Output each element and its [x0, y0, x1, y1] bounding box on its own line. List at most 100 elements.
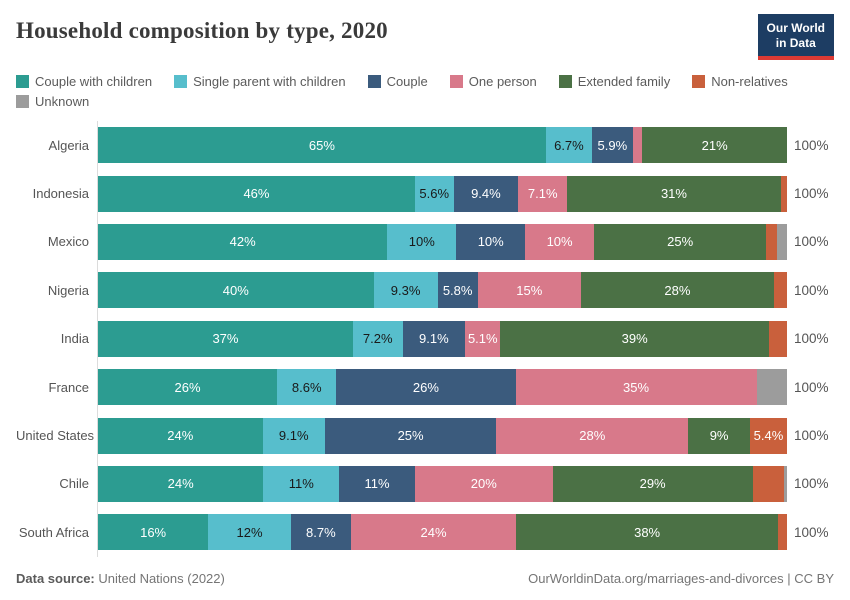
- bar-segment-couple-with-children[interactable]: 46%: [98, 175, 415, 212]
- bar-segment-single-parent-with-children[interactable]: 12%: [208, 514, 291, 551]
- legend-item-unknown[interactable]: Unknown: [16, 94, 89, 109]
- row-total-label: 100%: [794, 476, 829, 492]
- bar-segment-non-relatives[interactable]: 5.4%: [749, 417, 787, 454]
- row-total-label: 100%: [794, 331, 829, 347]
- bar-segment-unknown[interactable]: [776, 223, 787, 260]
- bar-segment-non-relatives[interactable]: [752, 465, 784, 502]
- bar-segment-extended-family[interactable]: 31%: [567, 175, 781, 212]
- legend-swatch-icon: [449, 75, 463, 88]
- bar-segment-one-person[interactable]: 7.1%: [518, 175, 568, 212]
- bar-area: 37% 7.2% 9.1% 5.1% 39% 100%: [97, 314, 834, 363]
- footer: Data source: United Nations (2022) OurWo…: [16, 571, 834, 586]
- bar-segment-one-person[interactable]: 10%: [525, 223, 595, 260]
- bar-segment-non-relatives[interactable]: [773, 272, 787, 309]
- legend-item-single-parent-with-children[interactable]: Single parent with children: [174, 74, 346, 89]
- citation-link[interactable]: OurWorldinData.org/marriages-and-divorce…: [528, 571, 834, 586]
- legend-item-couple[interactable]: Couple: [367, 74, 428, 89]
- country-label: Algeria: [48, 137, 89, 153]
- owid-logo[interactable]: Our World in Data: [757, 14, 834, 60]
- country-label: United States: [16, 428, 95, 444]
- header: Household composition by type, 2020 Our …: [16, 14, 834, 60]
- bar-segment-couple[interactable]: 9.1%: [402, 320, 466, 357]
- owid-logo-line1: Our World: [766, 21, 825, 35]
- bar-segment-couple[interactable]: 11%: [339, 465, 415, 502]
- bar-segment-couple-with-children[interactable]: 37%: [98, 320, 353, 357]
- bar-segment-unknown[interactable]: [756, 369, 787, 406]
- bar-segment-single-parent-with-children[interactable]: 11%: [263, 465, 340, 502]
- bar-segment-couple[interactable]: 5.9%: [592, 127, 633, 164]
- owid-logo-line2: in Data: [775, 36, 816, 50]
- row-total-label: 100%: [794, 137, 829, 153]
- stacked-bar: 65% 6.7% 5.9% 21%: [98, 127, 787, 164]
- bar-segment-unknown[interactable]: [783, 465, 787, 502]
- bar-segment-couple[interactable]: 25%: [324, 417, 497, 454]
- bar-segment-one-person[interactable]: 20%: [414, 465, 553, 502]
- legend-label: Couple: [386, 74, 428, 89]
- row-total-label: 100%: [794, 282, 829, 298]
- bar-row-united-states: United States 24% 9.1% 25% 28% 9% 5.4% 100%: [16, 411, 834, 460]
- bar-segment-couple-with-children[interactable]: 16%: [98, 514, 209, 551]
- bar-segment-extended-family[interactable]: 25%: [594, 223, 767, 260]
- bar-segment-extended-family[interactable]: 9%: [688, 417, 750, 454]
- bar-segment-single-parent-with-children[interactable]: 10%: [387, 223, 457, 260]
- bar-segment-extended-family[interactable]: 39%: [500, 320, 770, 357]
- bar-segment-single-parent-with-children[interactable]: 8.6%: [277, 369, 337, 406]
- bar-segment-couple[interactable]: 10%: [456, 223, 526, 260]
- legend-swatch-icon: [692, 75, 706, 88]
- bar-segment-couple-with-children[interactable]: 40%: [98, 272, 374, 309]
- legend-item-non-relatives[interactable]: Non-relatives: [692, 74, 788, 89]
- legend-swatch-icon: [367, 75, 381, 88]
- bar-row-indonesia: Indonesia 46% 5.6% 9.4% 7.1% 31% 100%: [16, 169, 834, 218]
- stacked-bar: 16% 12% 8.7% 24% 38%: [98, 514, 787, 551]
- bar-segment-one-person[interactable]: 35%: [515, 369, 757, 406]
- legend-swatch-icon: [174, 75, 188, 88]
- bar-segment-couple-with-children[interactable]: 26%: [98, 369, 278, 406]
- country-label: South Africa: [18, 524, 89, 540]
- bar-segment-couple-with-children[interactable]: 42%: [98, 223, 388, 260]
- legend-item-couple-with-children[interactable]: Couple with children: [16, 74, 152, 89]
- bar-segment-non-relatives[interactable]: [778, 514, 787, 551]
- legend-item-extended-family[interactable]: Extended family: [558, 74, 670, 89]
- bar-segment-extended-family[interactable]: 38%: [516, 514, 779, 551]
- legend-label: Couple with children: [35, 74, 153, 89]
- bar-segment-extended-family[interactable]: 21%: [642, 127, 787, 164]
- bar-segment-couple-with-children[interactable]: 65%: [98, 127, 546, 164]
- bar-segment-extended-family[interactable]: 28%: [580, 272, 774, 309]
- bar-segment-couple-with-children[interactable]: 24%: [98, 417, 263, 454]
- legend-label: One person: [468, 74, 537, 89]
- bar-area: 40% 9.3% 5.8% 15% 28% 100%: [97, 266, 834, 315]
- bar-segment-couple-with-children[interactable]: 24%: [98, 465, 264, 502]
- bar-segment-one-person[interactable]: 24%: [350, 514, 517, 551]
- bar-segment-non-relatives[interactable]: [766, 223, 777, 260]
- bar-segment-single-parent-with-children[interactable]: 5.6%: [414, 175, 454, 212]
- bar-segment-single-parent-with-children[interactable]: 7.2%: [352, 320, 403, 357]
- stacked-bar: 24% 11% 11% 20% 29%: [98, 465, 787, 502]
- bar-row-algeria: Algeria 65% 6.7% 5.9% 21% 100%: [16, 121, 834, 170]
- bar-row-mexico: Mexico 42% 10% 10% 10% 25% 100%: [16, 217, 834, 267]
- bar-segment-single-parent-with-children[interactable]: 9.3%: [373, 272, 438, 309]
- bar-area: 46% 5.6% 9.4% 7.1% 31% 100%: [97, 169, 834, 218]
- row-total-label: 100%: [794, 234, 829, 250]
- bar-segment-couple[interactable]: 8.7%: [290, 514, 351, 551]
- bar-segment-couple[interactable]: 5.8%: [437, 272, 478, 309]
- data-source-note: Data source: United Nations (2022): [16, 571, 225, 586]
- bar-row-nigeria: Nigeria 40% 9.3% 5.8% 15% 28% 100%: [16, 266, 834, 315]
- bar-segment-non-relatives[interactable]: [769, 320, 787, 357]
- bar-segment-couple[interactable]: 9.4%: [453, 175, 519, 212]
- bar-segment-single-parent-with-children[interactable]: 6.7%: [545, 127, 592, 164]
- bar-segment-couple[interactable]: 26%: [336, 369, 516, 406]
- bar-segment-single-parent-with-children[interactable]: 9.1%: [262, 417, 325, 454]
- stacked-bar: 40% 9.3% 5.8% 15% 28%: [98, 272, 787, 309]
- bar-segment-extended-family[interactable]: 29%: [552, 465, 753, 502]
- bar-segment-one-person[interactable]: 28%: [496, 417, 689, 454]
- row-total-label: 100%: [794, 524, 829, 540]
- country-label: India: [60, 331, 89, 347]
- legend-label: Unknown: [35, 94, 90, 109]
- country-label: Mexico: [47, 234, 89, 250]
- bar-segment-non-relatives[interactable]: [780, 175, 787, 212]
- bar-segment-one-person[interactable]: 15%: [477, 272, 581, 309]
- bar-segment-one-person[interactable]: 5.1%: [465, 320, 501, 357]
- legend-item-one-person[interactable]: One person: [449, 74, 537, 89]
- bar-segment-one-person[interactable]: [632, 127, 643, 164]
